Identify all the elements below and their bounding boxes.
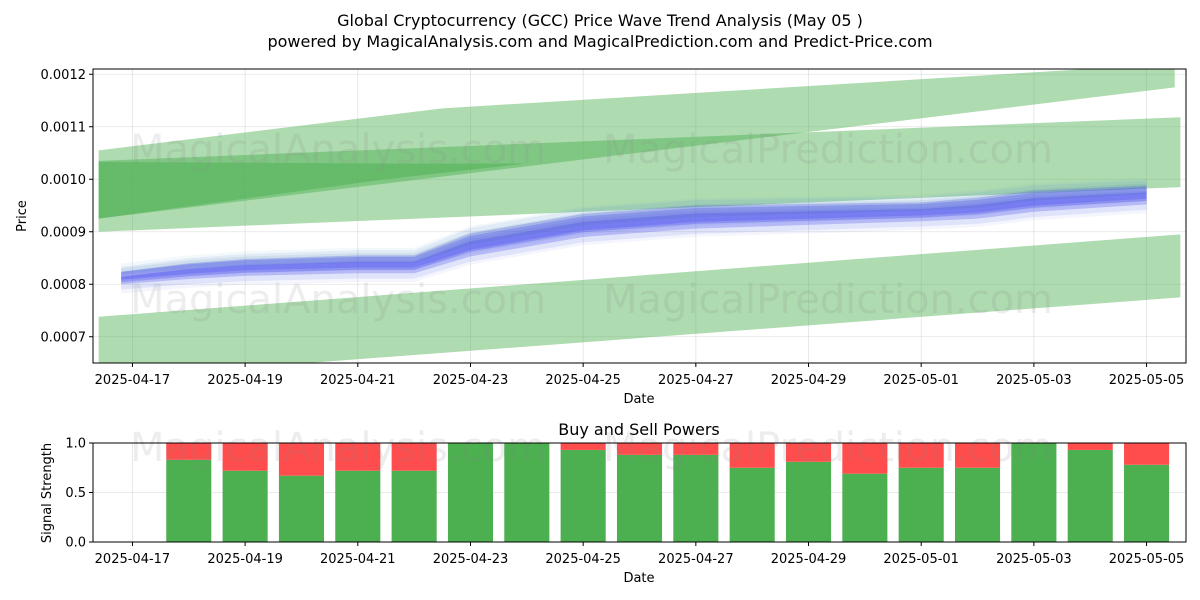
buy-sell-x-tick-label: 2025-04-29	[771, 552, 847, 567]
sell-bar	[560, 443, 606, 450]
buy-sell-y-tick-label: 0.5	[65, 486, 86, 501]
sell-bar	[729, 443, 775, 468]
middle-band	[98, 117, 1181, 232]
buy-bar	[447, 443, 494, 542]
buy-sell-chart: Buy and Sell Powers MagicalAnalysis.com …	[40, 420, 1187, 586]
buy-bar	[335, 470, 381, 542]
sell-bar	[673, 443, 719, 455]
lower-band	[98, 234, 1181, 363]
price-x-tick-label: 2025-05-03	[996, 373, 1072, 388]
price-x-tick-label: 2025-04-23	[433, 373, 509, 388]
buy-sell-y-tick-label: 1.0	[65, 437, 86, 452]
buy-bar	[729, 467, 775, 542]
buy-bar	[1067, 449, 1113, 542]
buy-sell-title: Buy and Sell Powers	[558, 420, 720, 439]
sell-bar	[278, 443, 324, 476]
sell-bar	[616, 443, 663, 455]
price-y-label: Price	[15, 200, 30, 232]
buy-bar	[842, 473, 888, 542]
price-plot-area	[93, 69, 1186, 363]
price-x-ticks: 2025-04-17 2025-04-19 2025-04-21 2025-04-23…	[95, 363, 1185, 388]
price-wave-5	[121, 187, 1147, 280]
sell-bar	[335, 443, 381, 471]
watermark-prediction-bottom: MagicalPrediction.com	[603, 425, 1053, 471]
price-wave-1	[121, 180, 1147, 281]
sell-bar	[1067, 443, 1113, 450]
buy-bar	[222, 470, 268, 542]
watermark-prediction-mid: MagicalPrediction.com	[603, 277, 1053, 323]
buy-bar	[278, 475, 324, 542]
price-x-tick-label: 2025-04-19	[207, 373, 283, 388]
buy-sell-x-tick-label: 2025-05-05	[1109, 552, 1185, 567]
price-x-tick-label: 2025-05-05	[1109, 373, 1185, 388]
buy-sell-y-ticks: 0.0 0.5 1.0	[65, 437, 93, 551]
buy-sell-x-tick-label: 2025-04-21	[320, 552, 396, 567]
price-y-ticks: 0.0007 0.0008 0.0009 0.0010 0.0011 0.0012	[41, 68, 93, 345]
buy-sell-y-tick-label: 0.0	[65, 536, 86, 551]
buy-sell-x-label: Date	[623, 571, 654, 586]
buy-sell-x-tick-label: 2025-04-17	[95, 552, 171, 567]
buy-bar	[955, 467, 1001, 542]
price-x-tick-label: 2025-04-29	[771, 373, 847, 388]
price-y-tick-label: 0.0007	[41, 330, 87, 345]
price-axes-frame	[92, 68, 1187, 364]
buy-sell-x-tick-label: 2025-04-23	[433, 552, 509, 567]
price-bands	[98, 69, 1181, 363]
price-wave-4	[121, 197, 1147, 294]
buy-bar	[1011, 443, 1057, 542]
price-x-tick-label: 2025-04-21	[320, 373, 396, 388]
buy-bar	[673, 454, 719, 542]
buy-sell-y-label: Signal Strength	[40, 443, 55, 543]
price-y-tick-label: 0.0009	[41, 225, 87, 240]
buy-bar	[898, 467, 944, 542]
buy-sell-x-tick-label: 2025-04-27	[658, 552, 734, 567]
price-y-tick-label: 0.0008	[41, 278, 87, 293]
watermark-analysis-mid: MagicalAnalysis.com	[130, 277, 546, 323]
buy-bar	[785, 461, 832, 542]
price-x-label: Date	[623, 392, 654, 407]
sell-bar	[898, 443, 944, 468]
price-y-tick-label: 0.0012	[41, 68, 87, 83]
buy-sell-bars	[166, 443, 1170, 542]
watermark-analysis-bottom: MagicalAnalysis.com	[130, 425, 546, 471]
buy-sell-x-tick-label: 2025-04-25	[545, 552, 621, 567]
buy-sell-x-tick-label: 2025-05-01	[883, 552, 959, 567]
price-grid	[93, 69, 1186, 363]
chart-subtitle: powered by MagicalAnalysis.com and Magic…	[267, 32, 932, 51]
buy-sell-x-tick-label: 2025-04-19	[207, 552, 283, 567]
price-waves	[121, 177, 1147, 294]
sell-bar	[785, 443, 832, 462]
buy-sell-x-tick-label: 2025-05-03	[996, 552, 1072, 567]
buy-bar	[616, 454, 663, 542]
buy-bar	[504, 443, 550, 542]
price-wave-0	[121, 185, 1147, 285]
price-wave-3	[121, 177, 1147, 274]
sell-bar	[842, 443, 888, 474]
watermark-analysis-top: MagicalAnalysis.com	[130, 127, 546, 173]
price-x-tick-label: 2025-04-17	[95, 373, 171, 388]
price-y-tick-label: 0.0011	[41, 120, 87, 135]
buy-sell-x-ticks: 2025-04-17 2025-04-19 2025-04-21 2025-04-23…	[95, 542, 1185, 567]
chart-title: Global Cryptocurrency (GCC) Price Wave T…	[337, 11, 863, 30]
buy-bar	[560, 449, 606, 542]
sell-bar	[955, 443, 1001, 468]
price-y-tick-label: 0.0010	[41, 173, 87, 188]
dark-band	[98, 161, 527, 219]
buy-bar	[1124, 464, 1170, 542]
sell-bar	[1124, 443, 1170, 465]
price-x-tick-label: 2025-04-27	[658, 373, 734, 388]
price-x-tick-label: 2025-04-25	[545, 373, 621, 388]
sell-bar	[222, 443, 268, 471]
price-wave-7	[121, 183, 1147, 276]
price-wave-6	[121, 192, 1147, 283]
price-x-tick-label: 2025-05-01	[883, 373, 959, 388]
sell-bar	[166, 443, 212, 460]
buy-bar	[166, 459, 212, 542]
buy-bar	[391, 470, 437, 542]
price-chart: MagicalAnalysis.com MagicalPrediction.co…	[15, 68, 1187, 407]
price-wave-2	[121, 190, 1147, 290]
watermark-prediction-top: MagicalPrediction.com	[603, 127, 1053, 173]
sell-bar	[391, 443, 437, 471]
